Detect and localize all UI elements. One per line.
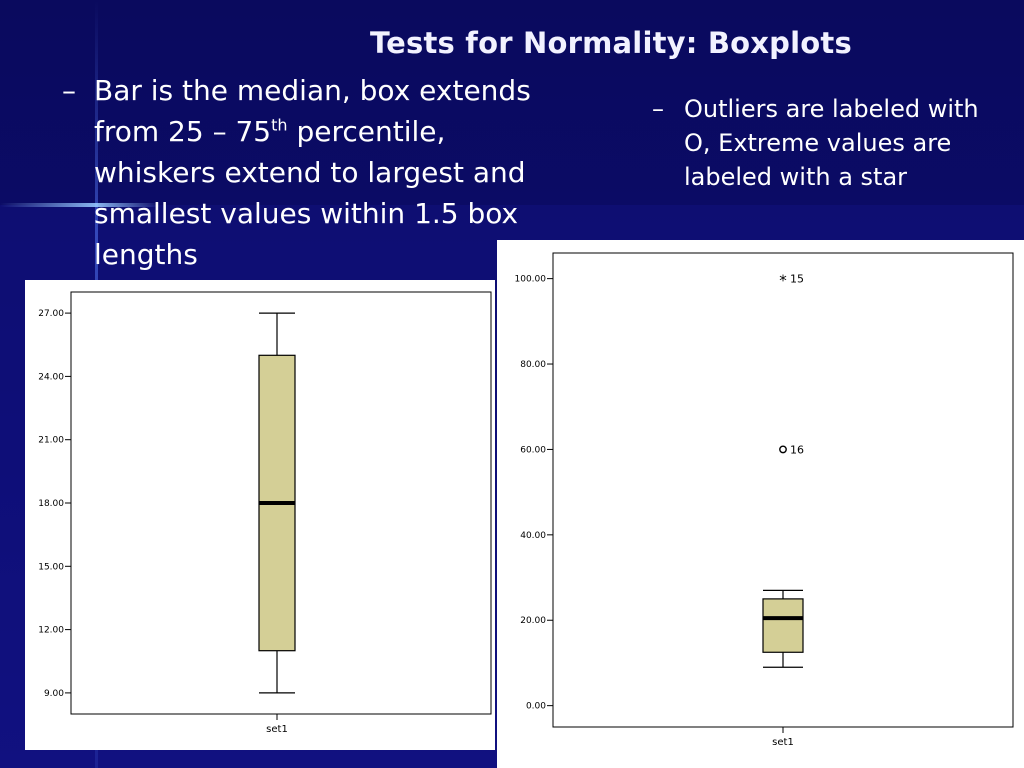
boxplot-1-svg: 9.00 12.00 15.00 18.00 21.00 24.00 27.00 set1 — [38, 291, 492, 735]
y-tick-label: 60.00 — [520, 445, 546, 455]
y-tick-label: 12.00 — [38, 626, 64, 636]
outlier-point — [779, 445, 787, 454]
y-tick-label: 21.00 — [38, 436, 64, 446]
bullet-text: Bar is the median, box extends from 25 –… — [62, 70, 542, 275]
y-tick-label: 20.00 — [520, 616, 546, 626]
y-tick-label: 27.00 — [38, 309, 64, 319]
bullet-superscript: th — [271, 115, 288, 135]
extreme-star-point: * — [779, 272, 787, 290]
extreme-label: 15 — [790, 273, 804, 286]
y-tick-label: 100.00 — [515, 275, 547, 285]
y-tick-label: 15.00 — [38, 562, 64, 572]
boxplot-chart-2: 0.00 20.00 40.00 60.00 80.00 100.00 set1 16 * 15 — [497, 240, 1024, 768]
y-tick-label: 0.00 — [526, 702, 546, 712]
boxplot-2-svg: 0.00 20.00 40.00 60.00 80.00 100.00 set1 16 * 15 — [515, 252, 1014, 748]
bullet-text-part1: Bar is the median, box extends from 25 –… — [94, 74, 531, 148]
x-category-label: set1 — [772, 737, 794, 748]
bullet-dash: – — [62, 74, 76, 107]
bullet-outliers-description: – Outliers are labeled with O, Extreme v… — [652, 92, 1002, 194]
y-tick-label: 18.00 — [38, 499, 64, 509]
bullet-dash: – — [652, 95, 664, 123]
bullet-text: Outliers are labeled with O, Extreme val… — [684, 95, 979, 191]
x-category-label: set1 — [266, 724, 288, 735]
slide-title: Tests for Normality: Boxplots — [370, 26, 852, 60]
bullet-boxplot-description: – Bar is the median, box extends from 25… — [62, 70, 542, 275]
y-tick-label: 40.00 — [520, 531, 546, 541]
y-tick-label: 24.00 — [38, 372, 64, 382]
bullet-text-part2: percentile, whiskers extend to largest a… — [94, 115, 526, 271]
iqr-box — [762, 598, 804, 653]
outlier-label: 16 — [790, 443, 804, 456]
y-tick-label: 80.00 — [520, 360, 546, 370]
boxplot-chart-1: 9.00 12.00 15.00 18.00 21.00 24.00 27.00 set1 — [25, 280, 495, 750]
y-tick-label: 9.00 — [44, 689, 64, 699]
